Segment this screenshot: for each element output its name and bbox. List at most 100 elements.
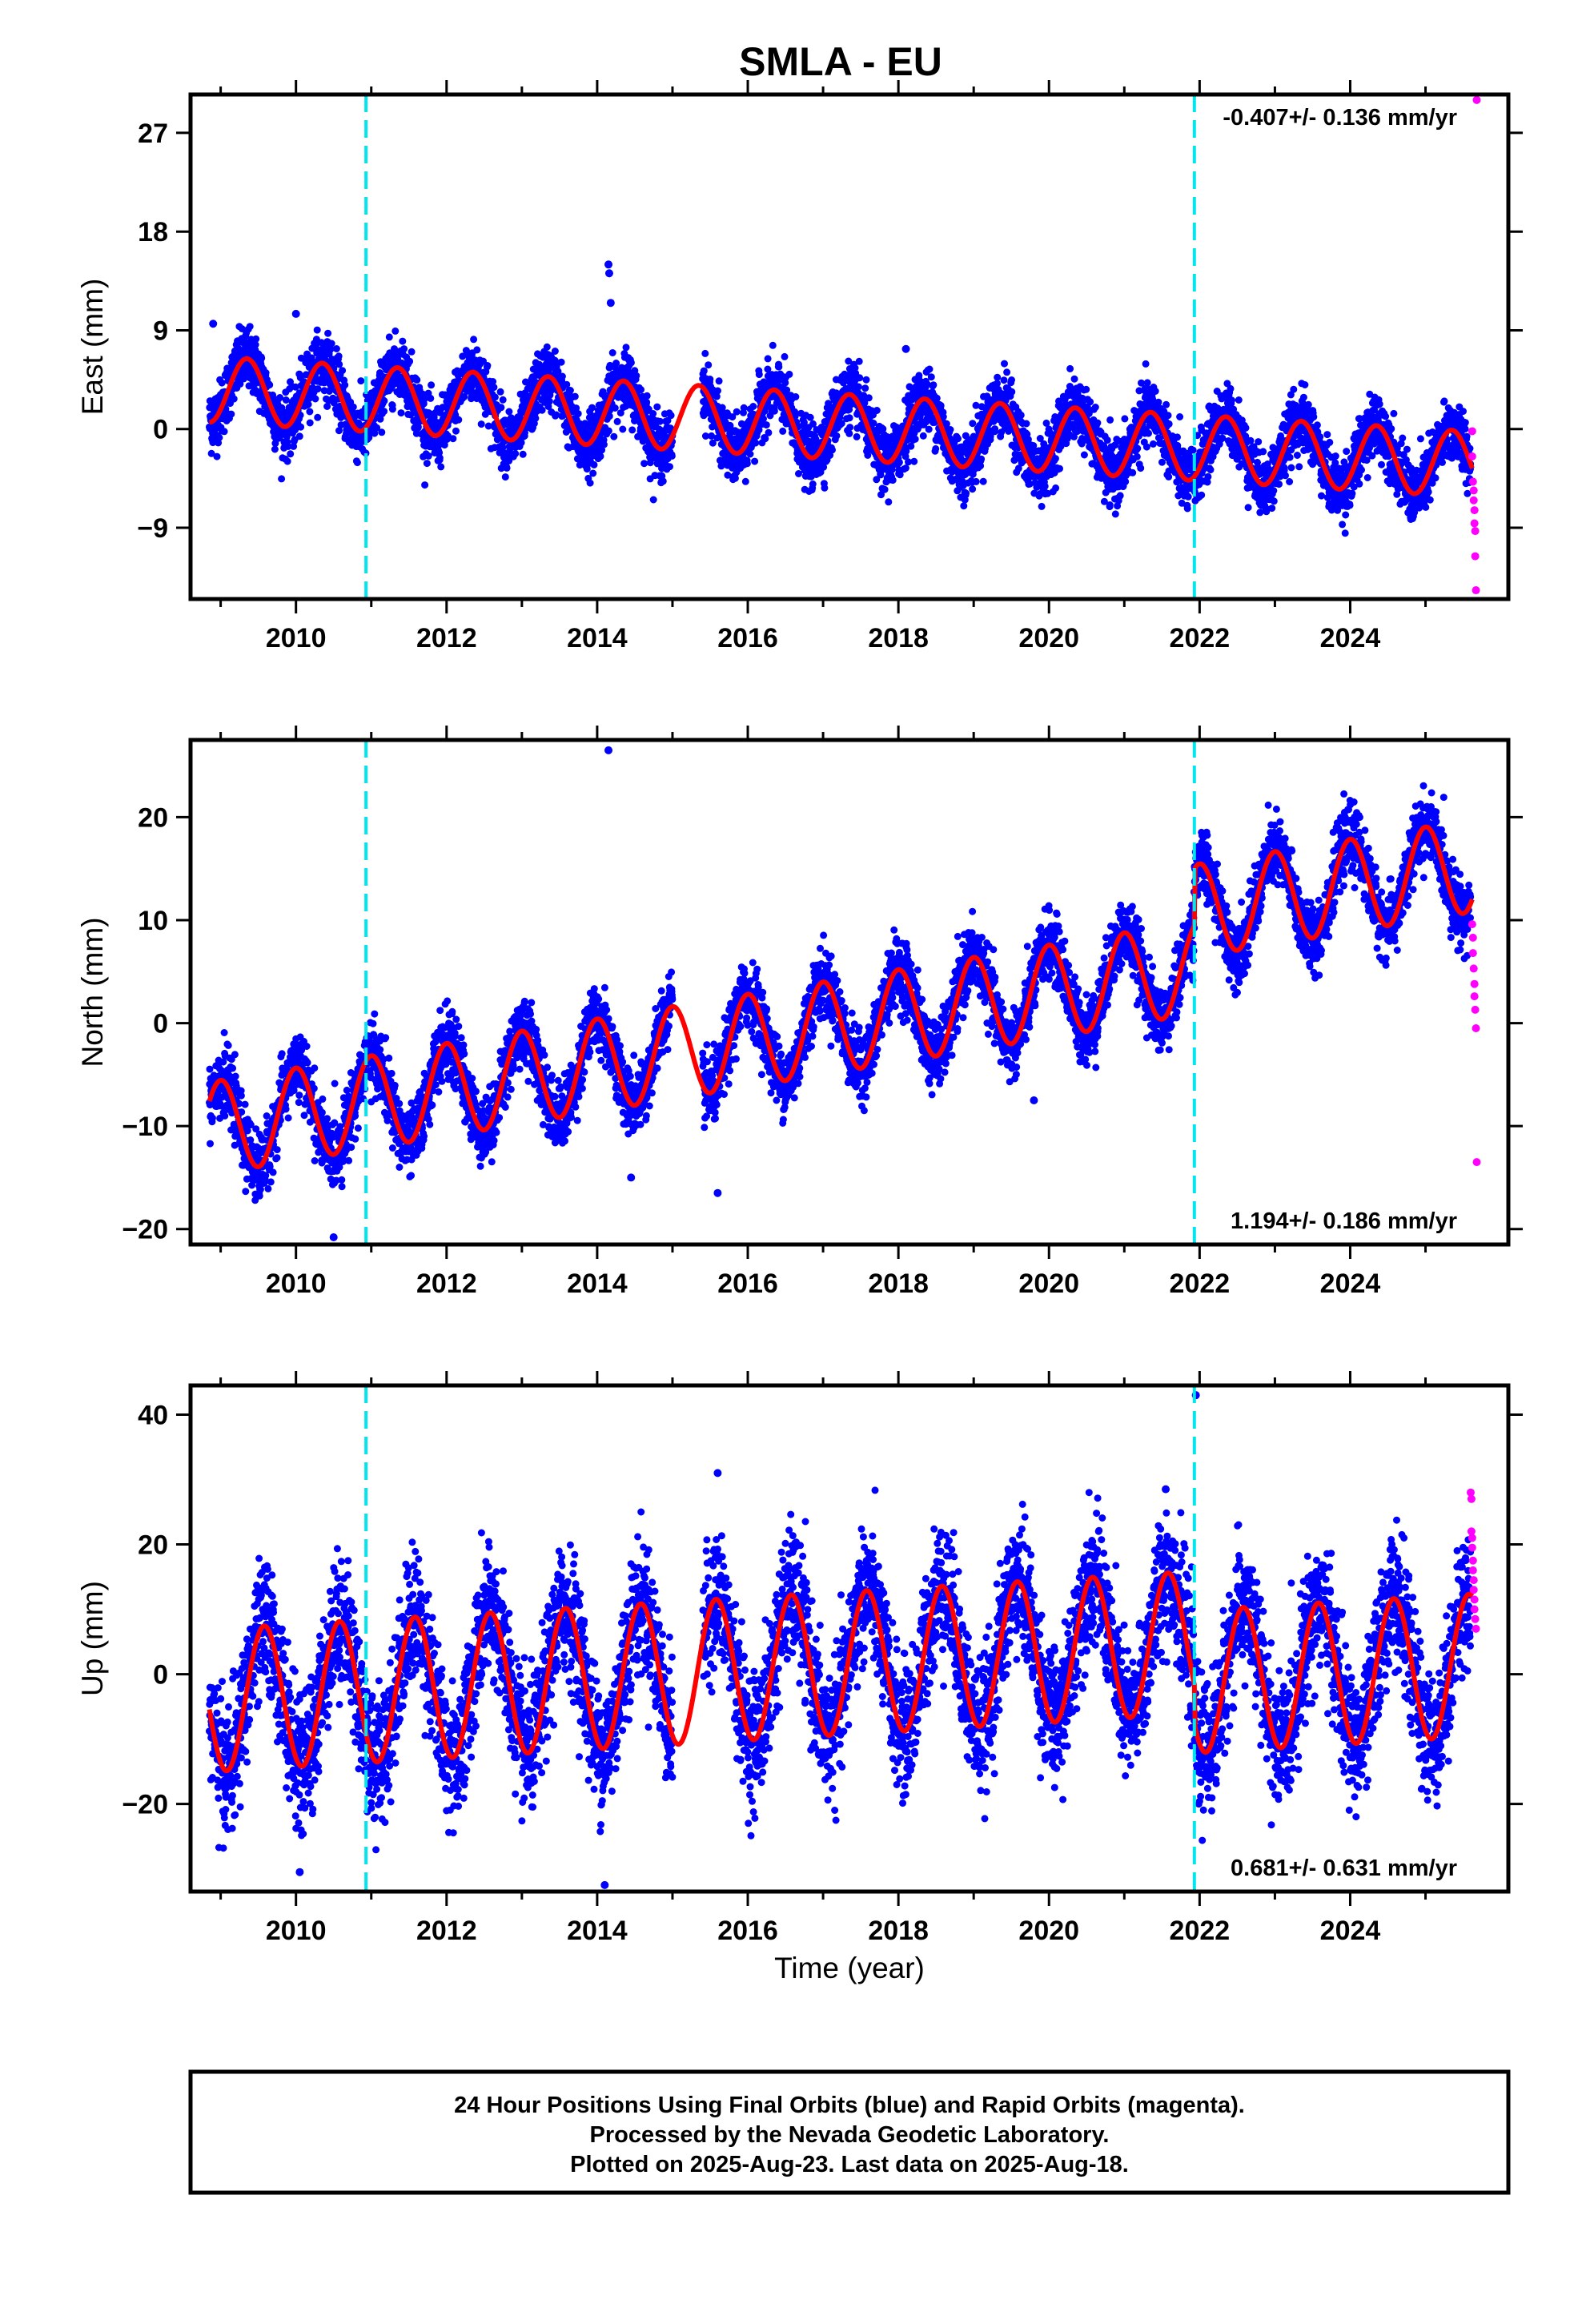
north-x-tick-label: 2012 — [416, 1269, 477, 1299]
up-rapid-point — [1471, 1614, 1480, 1623]
east-x-tick-label: 2014 — [567, 623, 628, 653]
north-x-tick-label: 2024 — [1320, 1269, 1381, 1299]
north-rapid-point — [1468, 933, 1477, 942]
east-rapid-point — [1471, 552, 1480, 561]
east-x-tick-label: 2016 — [717, 623, 778, 653]
east-model-fit-line — [207, 356, 1475, 497]
north-rapid-point — [1470, 979, 1479, 988]
up-rapid-orbit-points — [1466, 1488, 1480, 1633]
up-rapid-point — [1470, 1595, 1479, 1604]
up-x-tick-label: 2022 — [1170, 1916, 1231, 1946]
up-rapid-point — [1468, 1556, 1477, 1565]
north-point-cloud — [206, 782, 1475, 1204]
up-x-tick-label: 2024 — [1320, 1916, 1381, 1946]
up-x-tick-label: 2020 — [1018, 1916, 1079, 1946]
up-outlier-point — [713, 1469, 722, 1478]
north-x-tick-label: 2020 — [1018, 1269, 1079, 1299]
up-x-tick-label: 2018 — [868, 1916, 929, 1946]
east-rapid-point — [1468, 477, 1477, 486]
up-model-fit-line — [207, 1570, 1475, 1774]
east-y-tick-label: 18 — [138, 217, 168, 247]
east-outlier-point — [209, 320, 218, 328]
east-y-axis-label: East (mm) — [76, 279, 109, 416]
east-y-tick-label: 0 — [153, 415, 168, 445]
east-rapid-point — [1468, 427, 1476, 436]
up-x-tick-label: 2012 — [416, 1916, 477, 1946]
up-rapid-point — [1468, 1543, 1476, 1552]
east-outlier-point — [291, 309, 300, 318]
north-rapid-point — [1472, 1024, 1480, 1032]
up-rapid-point — [1467, 1494, 1476, 1503]
figure-title: SMLA - EU — [739, 39, 942, 84]
east-y-tick-label: 27 — [138, 119, 168, 149]
north-rapid-orbit-points — [1468, 920, 1481, 1167]
north-rapid-point — [1470, 992, 1479, 1001]
up-y-axis-label: Up (mm) — [76, 1581, 109, 1696]
north-x-tick-label: 2016 — [717, 1269, 778, 1299]
east-rapid-point — [1470, 506, 1479, 515]
east-rapid-point — [1469, 486, 1478, 495]
up-outlier-point — [295, 1868, 304, 1876]
east-rapid-point — [1470, 519, 1479, 528]
up-y-tick-label: −20 — [122, 1790, 168, 1820]
up-x-tick-label: 2016 — [717, 1916, 778, 1946]
north-y-tick-label: 0 — [153, 1009, 168, 1039]
north-rapid-point — [1472, 1158, 1481, 1167]
up-rapid-point — [1470, 1605, 1479, 1614]
up-y-tick-label: 20 — [138, 1530, 168, 1561]
footer-line-2: Processed by the Nevada Geodetic Laborat… — [590, 2122, 1110, 2148]
north-rapid-point — [1468, 920, 1476, 929]
up-rapid-point — [1469, 1586, 1478, 1594]
up-rapid-point — [1466, 1488, 1475, 1497]
north-outlier-point — [604, 746, 613, 754]
east-rate-label: -0.407+/- 0.136 mm/yr — [1223, 105, 1457, 131]
up-x-tick-label: 2014 — [567, 1916, 628, 1946]
east-rapid-point — [1468, 452, 1476, 460]
up-x-tick-label: 2010 — [266, 1916, 327, 1946]
north-y-tick-label: 20 — [138, 802, 168, 833]
north-y-tick-label: −20 — [122, 1215, 168, 1245]
north-outlier-point — [329, 1233, 338, 1241]
up-rate-label: 0.681+/- 0.631 mm/yr — [1231, 1856, 1457, 1881]
up-outlier-point — [600, 1880, 609, 1889]
east-x-tick-label: 2020 — [1018, 623, 1079, 653]
north-outlier-point — [627, 1173, 636, 1182]
north-rapid-point — [1468, 949, 1477, 958]
up-rapid-point — [1467, 1527, 1476, 1536]
east-x-tick-label: 2022 — [1170, 623, 1231, 653]
north-x-tick-label: 2022 — [1170, 1269, 1231, 1299]
footer-box: 24 Hour Positions Using Final Orbits (bl… — [188, 2069, 1511, 2195]
up-panel: 2010 2012 2014 2016 2018 2020 2022 2024 −20 0 20 40… — [76, 1371, 1523, 1946]
north-y-axis-label: North (mm) — [76, 917, 109, 1067]
north-x-tick-label: 2018 — [868, 1269, 929, 1299]
east-x-tick-label: 2012 — [416, 623, 477, 653]
up-outlier-point — [1162, 1485, 1170, 1494]
east-y-tick-label: −9 — [137, 513, 168, 544]
up-y-tick-label: 0 — [153, 1660, 168, 1691]
east-outlier-point — [604, 269, 613, 278]
north-y-tick-label: 10 — [138, 906, 168, 936]
up-rapid-point — [1468, 1566, 1477, 1574]
up-y-tick-label: 40 — [138, 1400, 168, 1430]
north-x-tick-label: 2014 — [567, 1269, 628, 1299]
north-outlier-point — [713, 1188, 722, 1197]
north-final-orbit-points — [206, 746, 1475, 1241]
up-rapid-point — [1472, 1624, 1480, 1633]
east-final-orbit-points — [206, 260, 1475, 537]
east-rapid-orbit-points — [1468, 95, 1481, 595]
north-panel: 2010 2012 2014 2016 2018 2020 2022 2024−20−1001… — [76, 726, 1523, 1299]
up-rapid-point — [1468, 1534, 1476, 1542]
north-outlier-point — [1030, 1096, 1038, 1104]
footer-line-1: 24 Hour Positions Using Final Orbits (bl… — [454, 2093, 1245, 2118]
east-outlier-point — [604, 260, 613, 269]
east-rapid-point — [1471, 527, 1480, 536]
east-x-tick-label: 2010 — [266, 623, 327, 653]
east-rapid-point — [1469, 496, 1478, 505]
east-outlier-point — [901, 344, 910, 353]
up-frame — [188, 1383, 1511, 1894]
east-panel: 2010 2012 2014 2016 2018 2020 2022 2024 −9 0 9 18 27… — [76, 80, 1523, 653]
north-rate-label: 1.194+/- 0.186 mm/yr — [1231, 1208, 1457, 1234]
north-rapid-point — [1469, 964, 1478, 973]
east-point-cloud — [206, 323, 1475, 537]
